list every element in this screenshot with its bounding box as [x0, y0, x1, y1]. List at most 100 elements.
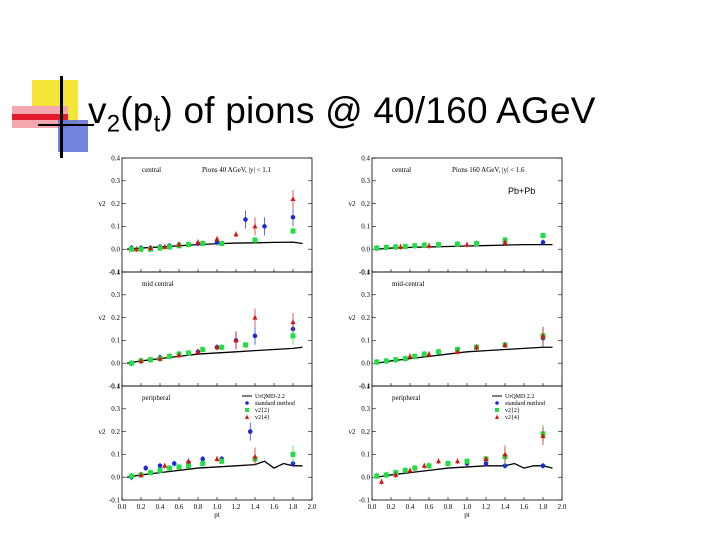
marker-v2-2 — [200, 241, 206, 246]
marker-v2-4 — [162, 463, 168, 468]
x-tick-label: 1.0 — [463, 503, 472, 511]
marker-v2-4 — [138, 472, 144, 477]
x-tick-label: 1.4 — [251, 503, 260, 511]
y-tick-label: 0.3 — [361, 405, 370, 413]
marker-standard — [243, 217, 248, 222]
marker-v2-4 — [214, 236, 220, 241]
marker-v2-2 — [455, 241, 460, 247]
marker-v2-4 — [421, 463, 427, 468]
decor-vertical-line — [60, 76, 63, 158]
marker-v2-2 — [186, 350, 191, 356]
marker-v2-2 — [129, 473, 134, 479]
marker-v2-4 — [379, 478, 384, 484]
x-tick-label: 1.0 — [213, 503, 222, 511]
marker-standard — [540, 240, 546, 245]
marker-v2-4 — [233, 337, 239, 343]
marker-v2-2 — [243, 342, 248, 348]
x-tick-label: 0.4 — [156, 503, 165, 511]
legend-blue-marker — [245, 401, 249, 405]
x-tick-label: 1.6 — [270, 503, 279, 511]
marker-v2-2 — [412, 353, 418, 359]
panel-frame — [371, 157, 563, 273]
marker-standard — [502, 463, 508, 469]
y-tick-label: 0.2 — [361, 200, 370, 208]
marker-standard — [171, 461, 177, 466]
marker-standard — [157, 463, 163, 469]
marker-v2-4 — [138, 358, 144, 363]
model-line — [126, 241, 303, 250]
marker-v2-4 — [502, 342, 508, 347]
marker-v2-4 — [252, 314, 258, 320]
x-tick-label: 2.0 — [308, 503, 317, 511]
marker-v2-4 — [540, 433, 546, 439]
marker-standard — [252, 333, 258, 339]
y-axis-label: v2 — [99, 314, 107, 322]
marker-v2-2 — [421, 242, 427, 248]
y-tick-label: 0.1 — [361, 451, 370, 459]
marker-v2-4 — [407, 353, 413, 359]
y-axis-label: v2 — [349, 200, 357, 208]
marker-v2-4 — [436, 458, 441, 464]
marker-v2-4 — [214, 456, 220, 461]
marker-v2-2 — [474, 241, 479, 246]
panel-label: peripheral — [142, 394, 170, 402]
marker-v2-2 — [464, 458, 470, 464]
x-tick-label: 1.2 — [482, 503, 491, 511]
marker-v2-2 — [219, 458, 225, 464]
model-line — [126, 346, 303, 364]
marker-v2-4 — [407, 467, 413, 473]
marker-v2-2 — [393, 244, 399, 250]
marker-v2-2 — [426, 463, 432, 469]
marker-v2-2 — [393, 357, 399, 363]
panel-label: peripheral — [392, 394, 420, 402]
y-tick-label: -0.1 — [359, 382, 371, 390]
marker-v2-2 — [290, 228, 296, 234]
x-tick-label: 0.2 — [137, 503, 146, 511]
panel-frame — [121, 157, 313, 273]
y-tick-label: 0.4 — [361, 154, 370, 162]
marker-v2-4 — [426, 351, 432, 357]
marker-standard — [200, 456, 206, 462]
marker-v2-4 — [195, 239, 201, 245]
marker-v2-2 — [219, 241, 225, 246]
marker-standard — [214, 240, 220, 245]
marker-v2-2 — [148, 357, 153, 363]
marker-v2-4 — [464, 241, 470, 247]
x-axis-label: pt — [464, 511, 470, 519]
marker-v2-4 — [252, 223, 258, 229]
marker-standard — [483, 461, 489, 466]
y-tick-label: 0.3 — [111, 177, 120, 185]
y-tick-label: -0.1 — [359, 496, 371, 504]
marker-v2-4 — [502, 239, 508, 245]
marker-v2-4 — [455, 349, 460, 354]
y-tick-label: 0.0 — [111, 246, 120, 254]
marker-v2-4 — [426, 242, 432, 248]
legend-entry: v2{2} — [255, 408, 270, 414]
marker-v2-4 — [398, 244, 403, 249]
y-tick-label: 0.3 — [111, 291, 120, 299]
marker-v2-2 — [436, 349, 441, 355]
y-tick-label: 0.2 — [111, 314, 120, 322]
marker-standard — [143, 465, 149, 471]
pbpb-annotation: Pb+Pb — [508, 186, 535, 196]
marker-v2-2 — [138, 246, 144, 252]
y-axis-label: v2 — [349, 428, 357, 436]
y-axis-label: v2 — [349, 314, 357, 322]
chart-panel: 0.4 0.3 0.2 0.1 0.0 -0.1 v2 central Pions 40 AGe… — [99, 154, 313, 276]
y-tick-label: 0.1 — [111, 223, 120, 231]
y-tick-label: 0.2 — [361, 428, 370, 436]
marker-standard — [540, 463, 546, 469]
x-tick-label: 1.6 — [520, 503, 529, 511]
y-tick-label: 0.3 — [361, 291, 370, 299]
y-tick-label: 0.0 — [111, 360, 120, 368]
panel-header: Pions 160 AGeV, |y| < 1.6 — [452, 166, 525, 174]
x-tick-label: 1.4 — [501, 503, 510, 511]
y-tick-label: 0.3 — [361, 177, 370, 185]
y-tick-label: 0.1 — [111, 451, 120, 459]
marker-v2-4 — [502, 451, 508, 457]
chart-panel: 0.4 0.3 0.2 0.1 0.0 -0.1 v2 central Pions 160 AG… — [349, 154, 563, 276]
slide-title: v2(pt) of pions @ 40/160 AGeV — [88, 90, 596, 138]
chart-panel: 0.4 0.3 0.2 0.1 0.0 -0.1 v2 mid-central — [349, 268, 563, 390]
y-tick-label: -0.1 — [109, 496, 121, 504]
marker-v2-2 — [200, 461, 206, 467]
